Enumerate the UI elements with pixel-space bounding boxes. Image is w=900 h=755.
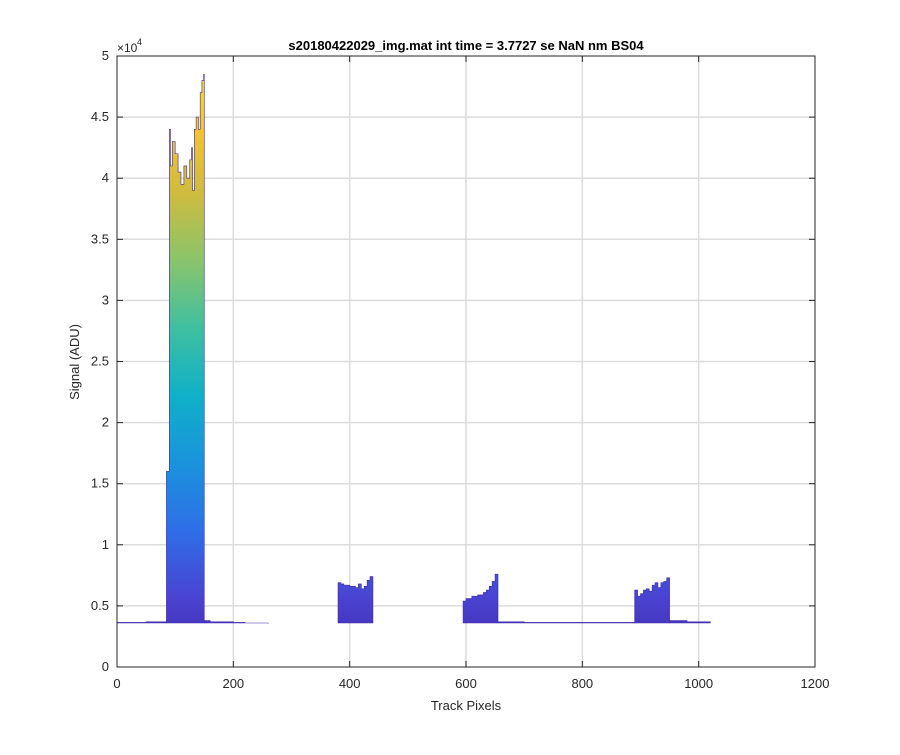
signal-area — [337, 576, 374, 624]
signal-area — [166, 74, 205, 624]
y-exponent-value: 4 — [137, 37, 142, 47]
x-axis-label: Track Pixels — [431, 698, 502, 713]
y-tick-label: 2 — [102, 415, 109, 430]
y-tick-label: 0 — [102, 659, 109, 674]
x-tick-label: 800 — [571, 676, 593, 691]
y-exponent-multiplier: ×10 — [117, 41, 138, 55]
ticks: 0 200 400 600 800 1000 1200 0 0.5 1 1.5 2 2.5 3 3.5 4 4.… — [91, 48, 830, 691]
data-series — [116, 74, 711, 624]
x-tick-label: 0 — [113, 676, 120, 691]
y-tick-label: 1 — [102, 537, 109, 552]
y-tick-label: 1.5 — [91, 476, 109, 491]
x-tick-label: 200 — [222, 676, 244, 691]
y-tick-label: 2.5 — [91, 354, 109, 369]
chart-title: s20180422029_img.mat int time = 3.7727 s… — [288, 38, 644, 53]
y-axis-label: Signal (ADU) — [67, 324, 82, 400]
x-tick-label: 1200 — [801, 676, 830, 691]
y-tick-label: 4 — [102, 170, 109, 185]
y-tick-label: 4.5 — [91, 109, 109, 124]
x-tick-label: 600 — [455, 676, 477, 691]
grid — [117, 56, 815, 667]
y-tick-label: 3.5 — [91, 231, 109, 246]
x-tick-label: 400 — [339, 676, 361, 691]
signal-area — [462, 573, 499, 624]
signal-area — [203, 620, 269, 624]
signal-area — [669, 620, 711, 624]
x-tick-label: 1000 — [684, 676, 713, 691]
y-tick-label: 5 — [102, 48, 109, 63]
y-tick-label: 3 — [102, 292, 109, 307]
signal-area — [634, 577, 670, 624]
y-tick-label: 0.5 — [91, 598, 109, 613]
